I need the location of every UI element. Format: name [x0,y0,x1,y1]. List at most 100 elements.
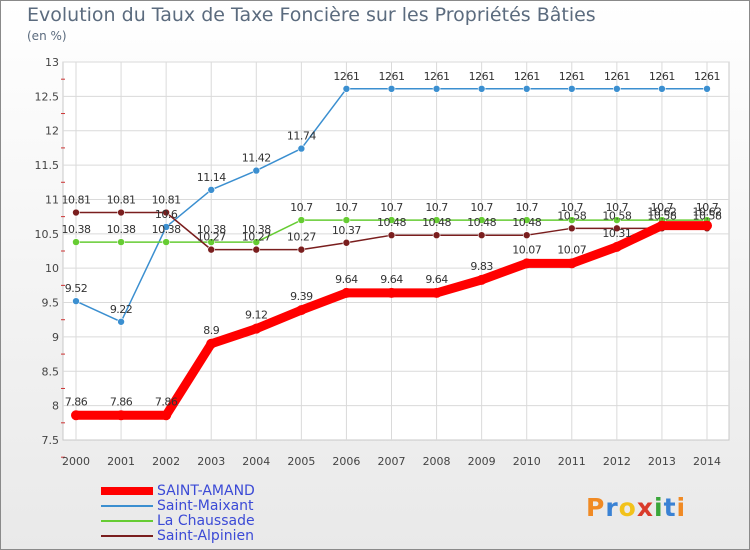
data-point [71,410,81,421]
y-tick-label: 10 [45,262,59,275]
data-label: 1261 [514,70,540,83]
data-point [297,216,306,224]
legend-label: Saint-Alpinien [157,528,254,544]
data-point [207,245,216,254]
data-label: 9.83 [470,260,493,273]
data-point [341,287,352,298]
proxiti-logo: Proxiti [586,493,686,522]
x-tick-label: 2008 [423,455,451,468]
data-point [702,220,712,231]
data-label: 1261 [604,70,630,83]
data-label: 1261 [649,70,675,83]
data-label: 10.38 [152,223,181,236]
data-label: 10.31 [602,227,631,240]
data-label: 9.52 [65,282,88,295]
data-label: 10.7 [606,201,629,214]
data-label: 1261 [424,70,450,83]
data-label: 10.81 [152,194,181,207]
data-label: 10.38 [197,223,226,236]
data-label: 11.74 [287,130,316,143]
data-label: 10.62 [693,206,722,219]
data-label: 10.27 [287,231,316,244]
data-point [567,85,576,93]
legend-swatch [101,535,153,537]
data-label: 9.12 [245,309,268,322]
data-point [72,238,80,246]
x-tick-label: 2005 [287,455,315,468]
x-tick-label: 2001 [107,455,135,468]
data-label-layer: 9.52 9.22 10.6 11.14 11.42 11.74 1261 1261 1261 1… [62,70,723,408]
data-point [656,220,667,231]
data-point [297,144,306,153]
logo-letter: P [586,493,606,522]
data-label: 10.7 [425,201,448,214]
data-label: 11.42 [242,152,271,165]
data-point [207,186,216,194]
data-label: 10.62 [647,206,676,219]
data-point [342,216,351,224]
data-point [206,338,217,349]
data-label: 1261 [559,70,585,83]
data-point [72,208,80,217]
data-point [297,245,306,254]
data-point [342,238,351,247]
y-tick-label: 12 [45,125,59,138]
data-label: 7.86 [155,395,178,408]
data-point [387,85,396,93]
data-label: 10.48 [377,216,406,229]
data-label: 10.7 [515,201,538,214]
data-point [522,216,531,224]
data-point [252,238,261,246]
data-point [162,223,170,231]
data-label: 10.6 [155,208,178,221]
data-point [117,208,125,217]
data-point [613,216,621,224]
data-point [117,238,125,246]
data-point [296,305,307,316]
data-label: 10.58 [602,209,631,222]
data-label: 10.27 [242,231,271,244]
y-tick-label: 9 [52,331,59,344]
data-label: 10.81 [62,194,91,207]
data-point [476,274,487,285]
data-label: 10.7 [380,201,403,214]
data-point [521,258,532,269]
y-axis: 7.5 8 8.5 9 9.5 10 10.5 11 11.5 12 12.5 13 [35,56,65,458]
data-label: 10.7 [290,201,313,214]
x-tick-label: 2007 [378,455,406,468]
data-point [72,297,80,305]
logo-letter: x [636,493,654,522]
chart-title: Evolution du Taux de Taxe Foncière sur l… [27,4,596,26]
legend-swatch [101,520,153,522]
y-tick-label: 8.5 [42,365,60,378]
data-point [613,224,621,233]
data-label: 7.86 [110,395,133,408]
data-label: 10.58 [693,209,722,222]
data-point [161,410,172,421]
data-point [387,216,396,224]
data-label: 1261 [694,70,720,83]
series-layer [71,85,712,421]
x-tick-label: 2000 [62,455,90,468]
data-label: 9.39 [290,290,313,303]
data-point [342,85,351,93]
y-tick-label: 11.5 [35,159,60,172]
x-tick-label: 2006 [332,455,360,468]
logo-letter: i [676,493,687,522]
logo-letter: r [605,493,619,522]
data-label: 8.9 [203,324,219,337]
logo-letter: t [663,493,677,522]
data-point [386,287,397,298]
legend-label: Saint-Maixant [157,498,254,514]
data-point [117,317,125,326]
logo-letter: i [654,493,664,522]
data-label: 9.64 [425,273,448,286]
data-point [567,224,576,233]
data-label: 10.81 [107,194,136,207]
plot-area: 7.5 8 8.5 9 9.5 10 10.5 11 11.5 12 12.5 13 2000 2001… [35,56,730,468]
data-point [432,85,441,93]
data-point [432,231,441,239]
legend-swatch [101,487,153,495]
data-label: 10.7 [335,201,358,214]
logo-letter: o [618,493,637,522]
